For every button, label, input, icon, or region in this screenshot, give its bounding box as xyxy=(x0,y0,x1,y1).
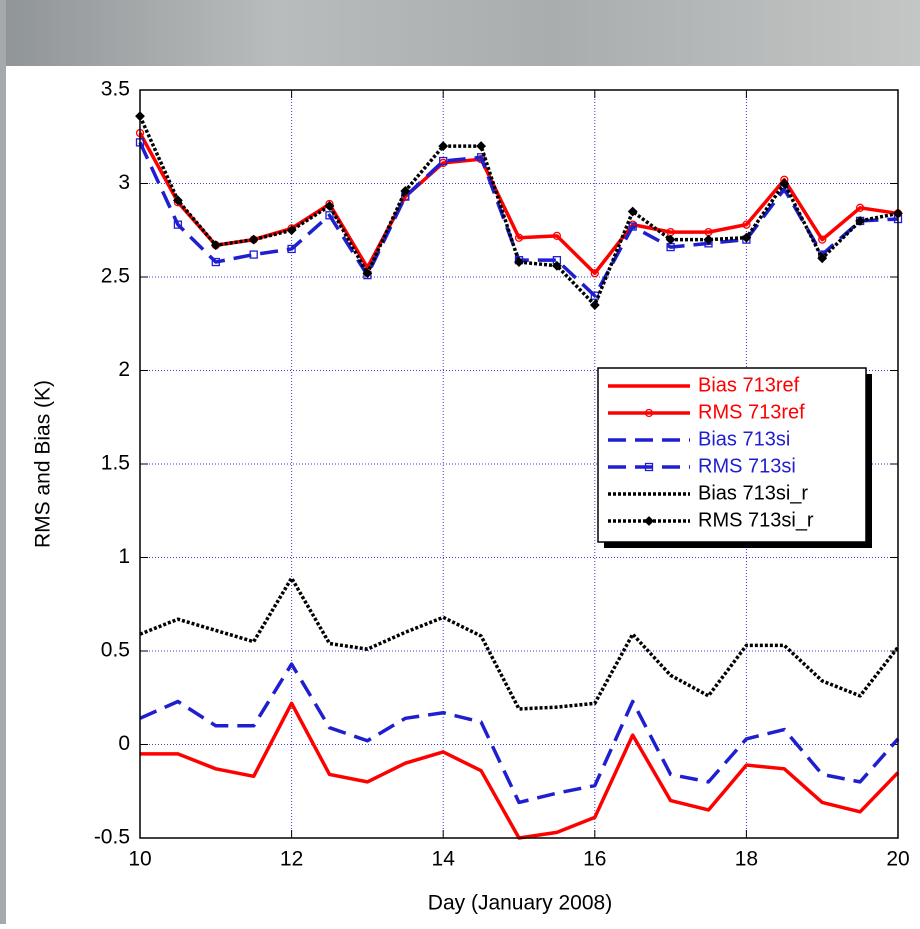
x-tick-label: 16 xyxy=(583,848,606,871)
legend-label: Bias 713ref xyxy=(698,374,800,396)
marker xyxy=(644,516,654,526)
marker xyxy=(742,220,751,229)
marker xyxy=(644,408,654,418)
marker xyxy=(855,215,866,226)
marker xyxy=(552,231,562,241)
marker xyxy=(211,257,220,267)
legend-label: RMS 713ref xyxy=(698,401,805,423)
marker xyxy=(644,462,654,472)
y-tick-label: -0.5 xyxy=(94,826,130,849)
marker xyxy=(400,186,411,196)
marker xyxy=(286,225,297,236)
marker xyxy=(476,153,486,162)
series-line xyxy=(138,132,899,276)
y-tick-label: 3 xyxy=(118,171,130,194)
marker xyxy=(665,234,676,245)
x-tick-label: 20 xyxy=(886,848,909,871)
legend-label: RMS 713si_r xyxy=(698,509,814,531)
marker xyxy=(741,232,752,243)
series-line xyxy=(139,662,900,805)
marker xyxy=(779,178,790,189)
marker xyxy=(248,234,259,245)
y-axis-label: RMS and Bias (K) xyxy=(32,380,55,548)
legend-label: RMS 713si xyxy=(698,455,796,477)
legend-label: Bias 713si xyxy=(698,428,790,450)
series-line xyxy=(138,141,899,298)
series-line xyxy=(140,701,900,840)
marker xyxy=(287,244,296,254)
background-edge xyxy=(0,0,6,924)
marker xyxy=(551,260,562,271)
y-tick-label: 3.5 xyxy=(101,78,130,101)
y-tick-label: 1 xyxy=(118,545,130,568)
legend: Bias 713ref RMS 713ref Bias 713si RMS 713si… xyxy=(597,367,872,548)
marker xyxy=(249,250,258,259)
x-tick-label: 14 xyxy=(432,848,456,871)
y-tick-label: 0.5 xyxy=(101,639,130,662)
marker xyxy=(324,201,335,211)
marker xyxy=(514,257,524,267)
x-tick-label: 18 xyxy=(735,848,758,871)
series-line xyxy=(138,115,899,307)
marker xyxy=(210,240,221,251)
marker xyxy=(627,206,638,217)
legend-box xyxy=(597,367,867,543)
marker xyxy=(172,195,183,206)
y-tick-label: 1.5 xyxy=(101,452,130,475)
marker xyxy=(818,235,827,244)
marker xyxy=(628,222,637,231)
y-tick-label: 2.5 xyxy=(101,265,130,288)
plot-frame xyxy=(139,89,899,839)
marker xyxy=(173,220,183,229)
marker xyxy=(589,300,600,310)
marker xyxy=(817,253,828,264)
y-tick-label: 0 xyxy=(118,732,130,755)
marker xyxy=(703,234,714,245)
marker xyxy=(439,156,448,166)
series-line xyxy=(139,576,900,711)
y-tick-label: 2 xyxy=(118,358,130,381)
x-axis-label: Day (January 2008) xyxy=(428,892,612,915)
marker xyxy=(438,141,449,152)
background-image xyxy=(0,0,920,66)
marker xyxy=(476,141,487,152)
x-tick-label: 10 xyxy=(128,848,151,871)
marker xyxy=(514,233,524,242)
marker xyxy=(362,268,373,279)
legend-label: Bias 713si_r xyxy=(698,482,808,504)
marker xyxy=(325,211,334,220)
x-tick-label: 12 xyxy=(280,848,303,871)
marker xyxy=(590,269,599,278)
marker xyxy=(855,203,865,212)
